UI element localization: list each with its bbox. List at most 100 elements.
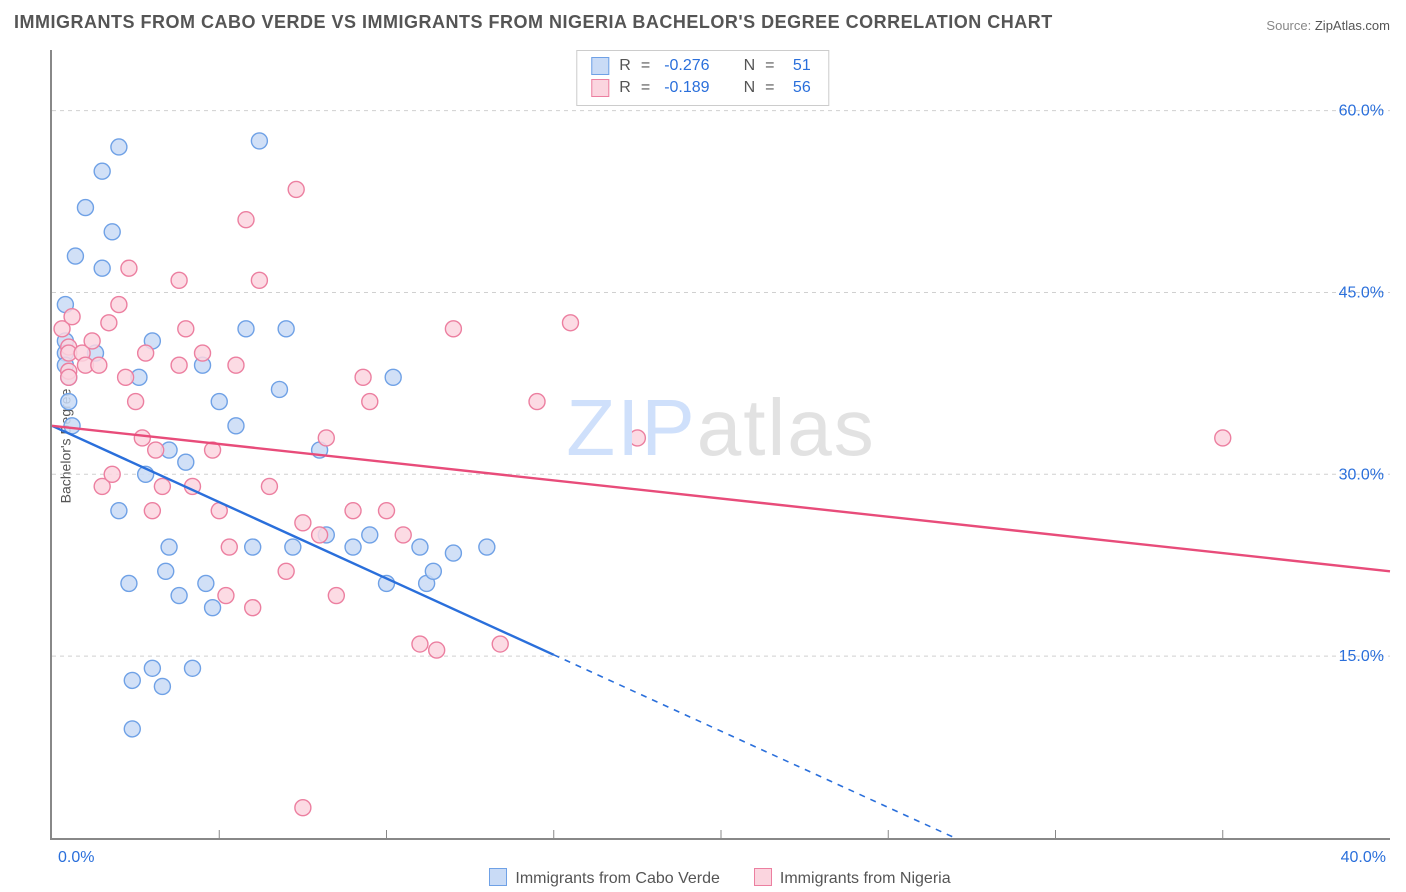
scatter-point: [121, 260, 137, 276]
correlation-stats-box: R=-0.276N= 51R=-0.189N= 56: [576, 50, 829, 106]
scatter-point: [362, 394, 378, 410]
scatter-point: [161, 539, 177, 555]
scatter-point: [128, 394, 144, 410]
scatter-point: [67, 248, 83, 264]
scatter-point: [345, 539, 361, 555]
legend: Immigrants from Cabo Verde Immigrants fro…: [50, 868, 1390, 888]
legend-item: Immigrants from Cabo Verde: [489, 868, 720, 888]
scatter-point: [445, 545, 461, 561]
legend-swatch-icon: [489, 868, 507, 886]
stats-row: R=-0.189N= 56: [591, 77, 814, 99]
scatter-point: [228, 418, 244, 434]
scatter-point: [429, 642, 445, 658]
scatter-point: [205, 600, 221, 616]
scatter-point: [138, 345, 154, 361]
scatter-point: [479, 539, 495, 555]
scatter-point: [362, 527, 378, 543]
scatter-point: [178, 454, 194, 470]
x-tick-label: 40.0%: [1341, 849, 1386, 866]
scatter-point: [171, 272, 187, 288]
scatter-point: [171, 357, 187, 373]
scatter-point: [492, 636, 508, 652]
scatter-point: [154, 678, 170, 694]
scatter-point: [104, 466, 120, 482]
scatter-point: [111, 139, 127, 155]
r-label: R: [619, 55, 631, 77]
legend-label: Immigrants from Nigeria: [780, 870, 951, 887]
scatter-point: [238, 212, 254, 228]
scatter-point: [134, 430, 150, 446]
scatter-point: [278, 321, 294, 337]
eq: =: [641, 55, 650, 77]
scatter-point: [245, 539, 261, 555]
scatter-point: [171, 588, 187, 604]
eq: =: [765, 77, 774, 99]
scatter-point: [144, 503, 160, 519]
scatter-point: [154, 478, 170, 494]
stats-row: R = -0.276 N = 51: [591, 55, 814, 77]
scatter-point: [64, 309, 80, 325]
legend-swatch-icon: [754, 868, 772, 886]
scatter-point: [285, 539, 301, 555]
chart-plot-area: 15.0%30.0%45.0%60.0%0.0%40.0% ZIPatlas: [50, 50, 1390, 840]
scatter-point: [94, 260, 110, 276]
scatter-point: [278, 563, 294, 579]
scatter-point: [271, 381, 287, 397]
scatter-point: [385, 369, 401, 385]
scatter-point: [245, 600, 261, 616]
source-credit: Source: ZipAtlas.com: [1266, 18, 1390, 33]
scatter-point: [158, 563, 174, 579]
x-tick-label: 0.0%: [58, 849, 94, 866]
scatter-point: [148, 442, 164, 458]
r-value: -0.276: [664, 55, 709, 77]
scatter-point: [529, 394, 545, 410]
chart-svg: 15.0%30.0%45.0%60.0%0.0%40.0%: [52, 50, 1390, 838]
scatter-point: [318, 430, 334, 446]
scatter-point: [562, 315, 578, 331]
r-label: R: [619, 77, 631, 99]
scatter-point: [251, 272, 267, 288]
scatter-point: [101, 315, 117, 331]
scatter-point: [379, 503, 395, 519]
legend-swatch-icon: [591, 79, 609, 97]
scatter-point: [425, 563, 441, 579]
n-value: 56: [788, 77, 810, 99]
scatter-point: [111, 503, 127, 519]
n-value: 51: [788, 55, 810, 77]
n-label: N: [744, 55, 756, 77]
eq: =: [765, 55, 774, 77]
scatter-point: [312, 527, 328, 543]
scatter-point: [251, 133, 267, 149]
y-tick-label: 45.0%: [1339, 284, 1384, 301]
scatter-point: [178, 321, 194, 337]
scatter-point: [345, 503, 361, 519]
chart-title: IMMIGRANTS FROM CABO VERDE VS IMMIGRANTS…: [14, 12, 1053, 33]
scatter-point: [61, 369, 77, 385]
scatter-point: [395, 527, 411, 543]
eq: =: [641, 77, 650, 99]
regression-line: [52, 426, 554, 655]
scatter-point: [412, 539, 428, 555]
scatter-point: [118, 369, 134, 385]
scatter-point: [84, 333, 100, 349]
scatter-point: [288, 181, 304, 197]
y-tick-label: 30.0%: [1339, 466, 1384, 483]
scatter-point: [91, 357, 107, 373]
legend-label: Immigrants from Cabo Verde: [515, 870, 720, 887]
scatter-point: [228, 357, 244, 373]
scatter-point: [261, 478, 277, 494]
y-tick-label: 15.0%: [1339, 648, 1384, 665]
source-value: ZipAtlas.com: [1315, 18, 1390, 33]
legend-item: Immigrants from Nigeria: [754, 868, 951, 888]
scatter-point: [124, 721, 140, 737]
scatter-point: [238, 321, 254, 337]
legend-swatch-icon: [591, 57, 609, 75]
scatter-point: [61, 394, 77, 410]
scatter-point: [211, 394, 227, 410]
scatter-point: [195, 345, 211, 361]
scatter-point: [1215, 430, 1231, 446]
scatter-point: [198, 575, 214, 591]
scatter-point: [445, 321, 461, 337]
scatter-point: [221, 539, 237, 555]
scatter-point: [77, 200, 93, 216]
